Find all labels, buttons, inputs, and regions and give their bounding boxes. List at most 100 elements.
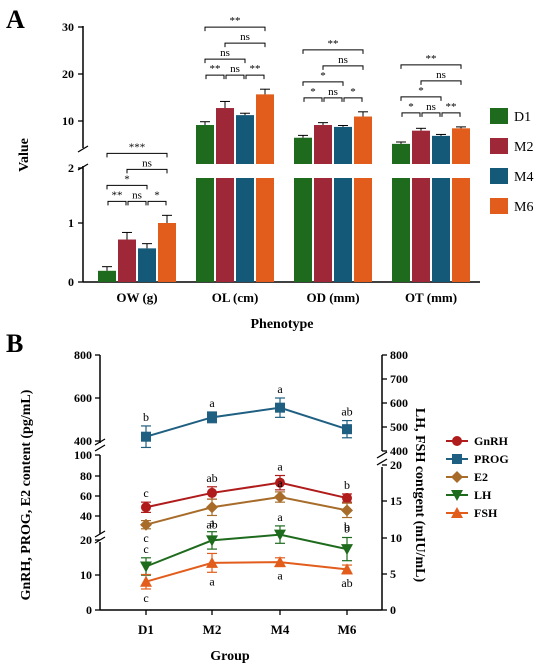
bar	[354, 116, 372, 164]
significance-letter: a	[277, 510, 283, 524]
significance-label: *	[408, 101, 414, 113]
series-line	[145, 496, 348, 526]
y-tick-label: 10	[62, 114, 74, 128]
significance-label: **	[426, 53, 437, 65]
axis-break-mark	[77, 163, 89, 171]
legend-label: M6	[514, 200, 533, 215]
data-point	[274, 556, 286, 568]
significance-bracket	[343, 97, 363, 102]
right-tick-label: 5	[390, 567, 396, 581]
right-tick-label: 700	[390, 372, 408, 386]
bar	[196, 125, 214, 164]
panel-b-label: B	[6, 329, 23, 358]
significance-bracket	[400, 64, 462, 69]
x-tick-label: M4	[271, 622, 290, 637]
legend-swatch	[490, 198, 508, 214]
bar	[118, 239, 136, 282]
bar	[236, 115, 254, 164]
x-tick-label: OL (cm)	[212, 290, 259, 305]
significance-label: **	[446, 101, 457, 113]
series-line	[145, 406, 348, 438]
bar	[314, 125, 332, 164]
data-point	[341, 563, 353, 575]
bar	[294, 178, 312, 282]
bar	[256, 178, 274, 282]
significance-bracket	[303, 97, 323, 102]
series-line	[145, 533, 348, 568]
significance-letter: ab	[206, 517, 217, 531]
left-tick-label: 20	[80, 533, 92, 547]
legend-swatch	[490, 108, 508, 124]
significance-label: *	[154, 189, 160, 201]
legend-label: M4	[514, 170, 533, 185]
bar	[216, 178, 234, 282]
significance-bracket	[323, 97, 343, 102]
right-tick-label: 600	[390, 396, 408, 410]
legend-label: M2	[514, 140, 533, 155]
y-tick-label: 2	[68, 161, 74, 175]
significance-letter: c	[143, 486, 148, 500]
legend-label: FSH	[474, 506, 498, 520]
bar	[452, 178, 470, 282]
legend-swatch	[490, 168, 508, 184]
significance-bracket	[302, 49, 364, 54]
significance-letter: b	[344, 520, 350, 534]
left-tick-label: 40	[80, 509, 92, 523]
right-tick-label: 0	[390, 603, 396, 617]
significance-bracket	[147, 200, 167, 206]
panel-a-xlabel: Phenotype	[251, 317, 314, 332]
significance-label: ns	[142, 157, 152, 169]
data-point	[206, 556, 218, 568]
bar	[432, 135, 450, 164]
significance-label: ns	[220, 47, 230, 59]
left-tick-label: 100	[74, 448, 92, 462]
significance-bracket	[441, 112, 461, 117]
significance-letter: a	[277, 382, 283, 396]
break-band	[85, 167, 482, 176]
data-point	[274, 529, 286, 541]
series-line	[145, 481, 348, 509]
bar	[256, 94, 274, 164]
left-tick-label: 600	[74, 391, 92, 405]
significance-bracket	[127, 200, 147, 206]
x-tick-label: OT (mm)	[405, 290, 457, 305]
data-point	[207, 412, 217, 423]
y-tick-label: 20	[62, 67, 74, 81]
bar	[158, 223, 176, 282]
significance-bracket	[106, 184, 148, 190]
significance-label: ns	[338, 54, 348, 66]
left-tick-label: 0	[86, 603, 92, 617]
data-point	[140, 561, 152, 573]
bar	[98, 270, 116, 282]
bar	[412, 178, 430, 282]
significance-label: *	[418, 85, 424, 97]
significance-bracket	[400, 96, 442, 101]
data-point	[451, 490, 463, 501]
axis-break-mark	[94, 444, 106, 452]
right-tick-label: 400	[390, 444, 408, 458]
significance-label: **	[230, 15, 241, 27]
data-point	[342, 493, 352, 504]
significance-letter: a	[277, 460, 283, 474]
significance-label: ***	[129, 141, 146, 153]
series-line	[145, 561, 348, 583]
x-tick-label: D1	[138, 622, 154, 637]
bar	[138, 248, 156, 282]
legend-label: GnRH	[474, 434, 509, 448]
significance-label: ns	[230, 63, 240, 75]
x-tick-label: M2	[203, 622, 222, 637]
data-point	[140, 518, 152, 531]
significance-bracket	[106, 152, 168, 158]
significance-label: *	[350, 86, 356, 98]
panel-a-ylabel: Value	[17, 138, 32, 172]
significance-letter: a	[277, 476, 283, 490]
bar	[412, 130, 430, 164]
panel-a-label: A	[6, 5, 25, 34]
axis-break-mark	[94, 438, 106, 446]
bar	[236, 178, 254, 282]
data-point	[341, 504, 353, 517]
bar	[392, 143, 410, 164]
significance-letter: a	[209, 396, 215, 410]
